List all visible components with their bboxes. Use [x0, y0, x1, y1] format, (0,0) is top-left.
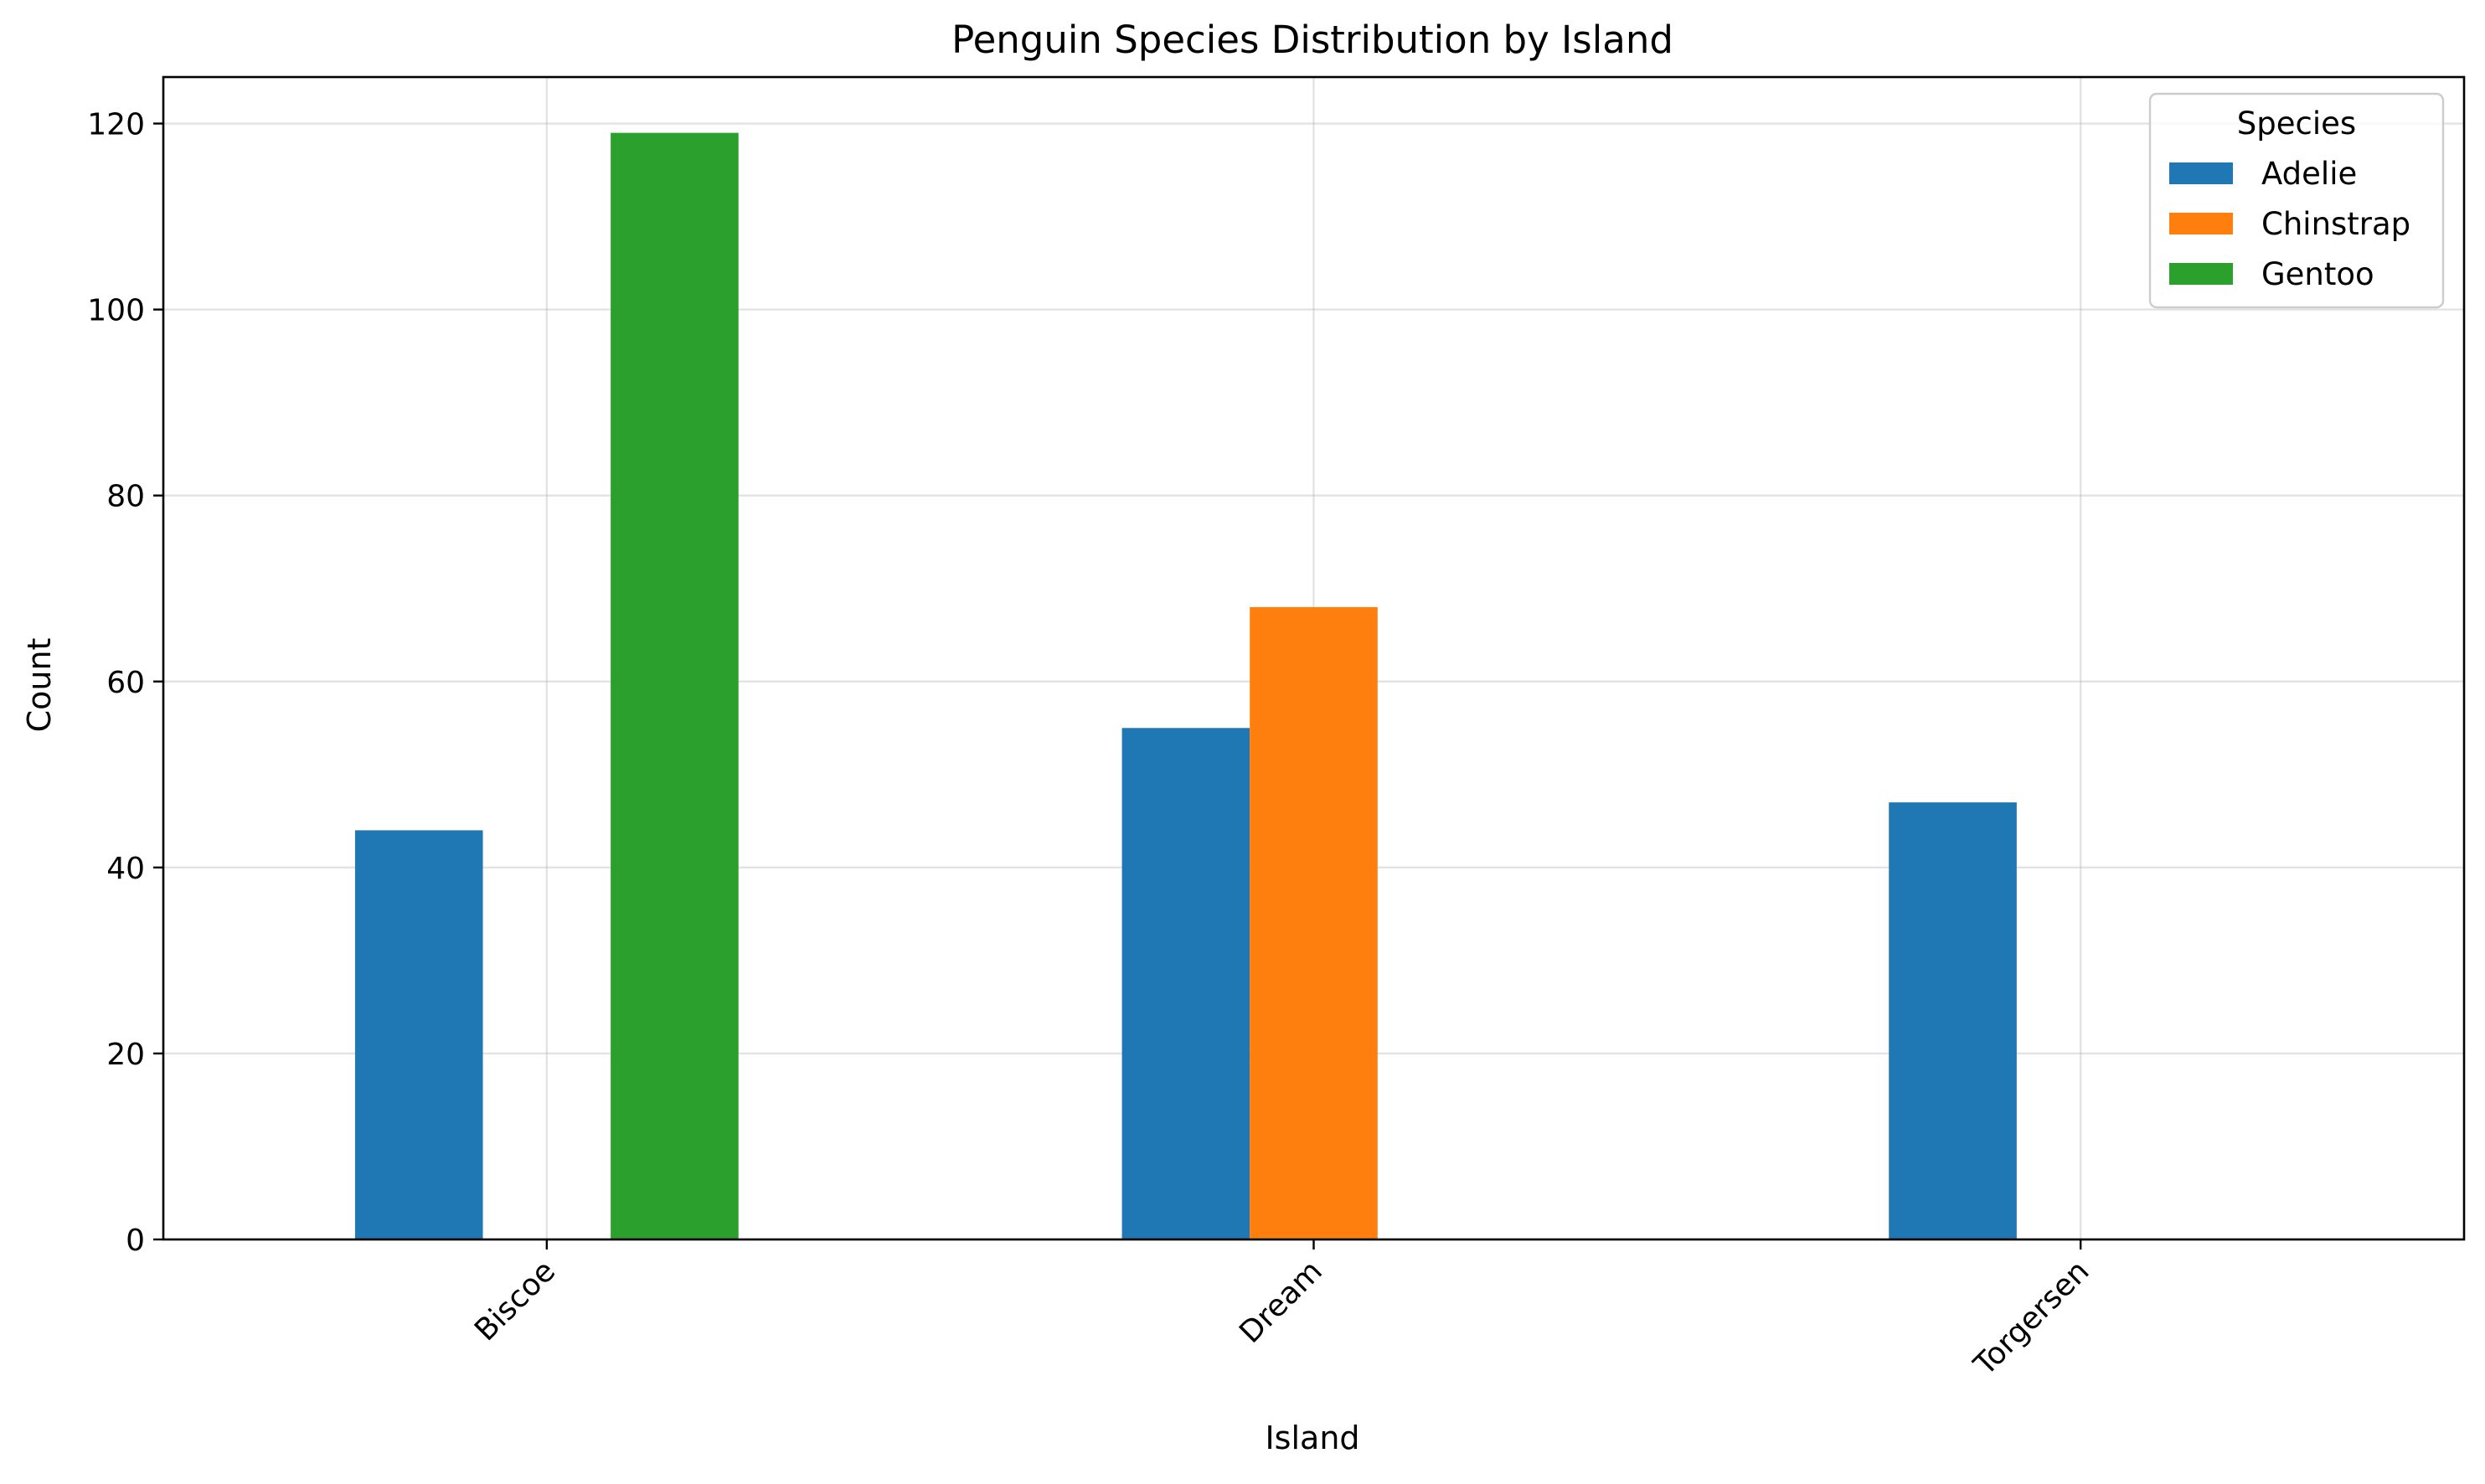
legend-swatch-chinstrap [2169, 213, 2233, 234]
chart-title: Penguin Species Distribution by Island [951, 18, 1673, 62]
legend-entries: Adelie Chinstrap Gentoo [2169, 156, 2410, 292]
y-tick-label: 120 [87, 108, 145, 142]
legend-label-chinstrap: Chinstrap [2261, 206, 2410, 242]
legend-swatch-adelie [2169, 162, 2233, 184]
bar-gentoo-biscoe [611, 132, 739, 1239]
y-tick-label: 40 [106, 852, 145, 886]
y-tick-label: 0 [126, 1224, 145, 1258]
y-tick-label: 80 [106, 480, 145, 514]
y-tick-label: 20 [106, 1038, 145, 1072]
bar-chinstrap-dream [1250, 606, 1378, 1239]
legend-label-adelie: Adelie [2261, 156, 2357, 192]
bars [354, 132, 2017, 1239]
legend-frame [2148, 92, 2445, 309]
legend: Species Adelie Chinstrap Gentoo [2148, 92, 2445, 309]
x-tick-label: Biscoe [468, 1254, 562, 1347]
y-tick-label: 60 [106, 666, 145, 700]
x-tick-label: Dream [1233, 1254, 1329, 1350]
y-axis-label: Count [21, 638, 58, 733]
x-tick-label: Torgersen [1967, 1254, 2096, 1383]
bar-adelie-biscoe [354, 830, 483, 1239]
bar-adelie-dream [1121, 728, 1250, 1239]
bar-adelie-torgersen [1889, 802, 2017, 1239]
x-axis-ticks: Biscoe Dream Torgersen [468, 1239, 2096, 1383]
x-axis-label: Island [1265, 1420, 1359, 1456]
legend-title: Species [2237, 106, 2356, 142]
legend-label-gentoo: Gentoo [2261, 256, 2374, 292]
legend-swatch-gentoo [2169, 263, 2233, 285]
y-tick-label: 100 [87, 294, 145, 328]
y-axis-ticks: 0 20 40 60 80 100 120 [87, 108, 163, 1258]
grid [163, 77, 2464, 1241]
